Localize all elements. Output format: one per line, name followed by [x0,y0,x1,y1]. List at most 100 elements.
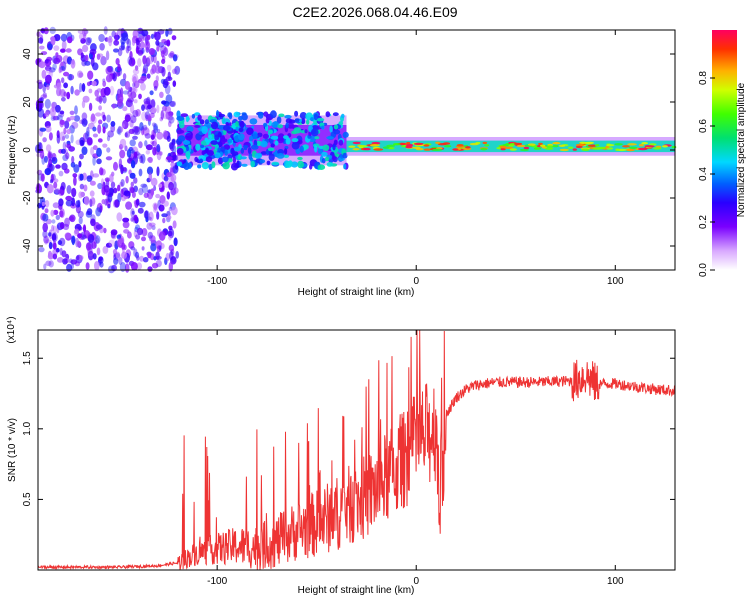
heatmap-cell [241,113,248,121]
heatmap-cell [230,147,235,155]
heatmap-cell [59,247,63,256]
heatmap-cell [161,39,168,44]
heatmap-cell [626,148,635,152]
heatmap-cell [87,250,94,257]
heatmap-cell [301,118,306,125]
heatmap-cell [98,34,105,42]
heatmap-cell [100,56,107,66]
heatmap-cell [132,135,138,140]
heatmap-cell [120,164,124,175]
heatmap-cell [73,176,77,186]
heatmap-cell [150,243,157,252]
heatmap-cell [167,230,173,237]
heatmap-cell [310,128,319,137]
heatmap-cell [55,104,61,113]
heatmap-cell [412,146,421,149]
heatmap-cell [173,187,179,194]
heatmap-cell [158,183,163,188]
heatmap-cell [100,178,105,188]
heatmap-cell [166,156,173,161]
heatmap-cell [121,242,126,250]
heatmap-cell [42,222,48,233]
heatmap-cell [122,73,127,81]
heatmap-cell [167,27,173,35]
heatmap-cell [141,111,148,121]
heatmap-cell [52,248,58,256]
y-tick-label: -40 [22,238,33,253]
heatmap-cell [110,229,118,236]
heatmap-cell [166,191,170,200]
heatmap-cell [40,150,45,159]
heatmap-cell [88,102,93,112]
heatmap-cell [147,252,152,259]
heatmap-cell [106,66,113,73]
heatmap-cell [172,68,177,75]
heatmap-cell [288,160,293,167]
heatmap-cell [124,132,128,138]
heatmap-cell [294,110,299,117]
heatmap-cell [166,172,172,178]
heatmap-cell [363,147,371,151]
heatmap-cell [112,248,118,256]
heatmap-cell [117,192,122,203]
heatmap-cell [239,156,247,160]
x-tick-label: 0 [413,276,419,287]
heatmap-cell [89,190,95,197]
heatmap-cell [284,148,288,155]
heatmap-cell [130,246,136,251]
heatmap-cell [222,129,227,135]
heatmap-cell [435,141,441,144]
heatmap-cell [168,142,174,150]
heatmap-cell [358,145,368,148]
heatmap-cell [263,122,268,127]
heatmap-cell [62,141,67,151]
heatmap-cell [43,235,49,244]
heatmap-cell [392,143,401,146]
heatmap-cell [175,251,179,259]
heatmap-cell [46,84,50,91]
heatmap-cell [44,65,52,72]
heatmap-cell [128,57,136,67]
heatmap-cell [133,214,138,222]
heatmap-cell [172,80,177,87]
heatmap-cell [47,150,51,160]
heatmap-cell [352,141,361,145]
heatmap-cell [164,84,171,95]
heatmap-cell [58,66,62,74]
heatmap-cell [139,122,144,131]
heatmap-cell [139,255,145,262]
heatmap-cell [126,45,132,52]
y-tick-label: 40 [22,48,33,60]
heatmap-cell [41,201,46,207]
heatmap-cell [271,161,280,166]
heatmap-cell [222,125,231,131]
heatmap-cell [370,144,380,147]
heatmap-cell [86,208,93,216]
heatmap-cell [139,155,144,164]
heatmap-cell [45,144,52,152]
heatmap-cell [124,114,131,122]
heatmap-cell [321,125,325,130]
heatmap-cell [523,146,530,150]
heatmap-cell [92,173,100,178]
heatmap-cell [153,123,158,131]
heatmap-cell [147,156,153,164]
heatmap-cell [56,134,61,144]
heatmap-cell [500,147,506,151]
heatmap-cell [50,36,56,46]
heatmap-cell [131,38,136,47]
heatmap-region-noise [35,26,181,274]
heatmap-cell [83,32,87,42]
heatmap-cell [86,175,93,182]
heatmap-cell [125,45,130,54]
heatmap-cell [220,146,226,152]
heatmap-cell [47,43,53,50]
heatmap-cell [90,146,95,156]
heatmap-cell [136,227,144,236]
heatmap-cell [405,143,414,147]
heatmap-cell [171,35,177,41]
heatmap-cell [170,162,176,167]
heatmap-cell [120,179,125,187]
heatmap-cell [123,167,127,172]
heatmap-cell [78,216,83,225]
